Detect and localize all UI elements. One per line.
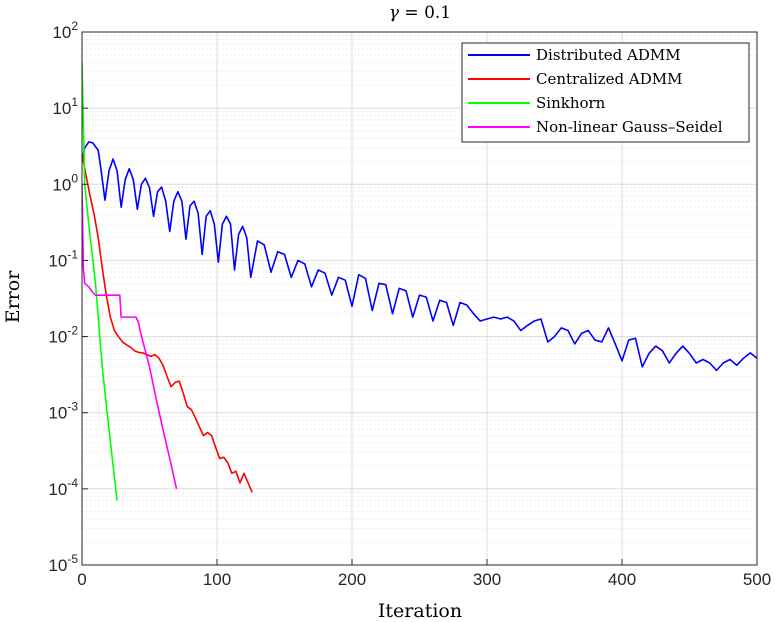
x-tick-label: 100 — [203, 570, 231, 589]
y-tick-label: 102 — [52, 19, 78, 42]
y-tick-label: 10-2 — [48, 324, 78, 347]
legend-label: Distributed ADMM — [536, 46, 681, 64]
x-axis-ticks: 0 100 200 300 400 500 — [77, 559, 771, 589]
y-tick-label: 10-5 — [48, 552, 78, 575]
legend-box — [461, 42, 750, 143]
y-tick-label: 101 — [52, 95, 78, 118]
x-tick-label: 0 — [77, 570, 86, 589]
x-tick-label: 200 — [338, 570, 366, 589]
chart-title: γ = 0.1 — [389, 3, 451, 23]
y-tick-label: 10-3 — [48, 400, 78, 423]
series-line-centralized-admm — [82, 153, 253, 493]
y-axis-ticks: 10-5 10-4 10-3 10-2 10-1 100 101 102 — [48, 19, 88, 575]
y-axis-label: Error — [2, 270, 24, 323]
series-line-non-linear-gauss-seidel — [82, 184, 178, 490]
x-tick-label: 300 — [473, 570, 501, 589]
x-tick-label: 500 — [743, 570, 771, 589]
x-axis-label: Iteration — [378, 600, 462, 622]
plot-frame — [81, 31, 758, 566]
legend: Distributed ADMM Centralized ADMM Sinkhorn… — [461, 42, 750, 143]
series-line-distributed-admm — [82, 141, 757, 372]
legend-label: Non-linear Gauss–Seidel — [536, 118, 723, 136]
legend-label: Sinkhorn — [536, 94, 606, 112]
y-tick-label: 10-4 — [48, 476, 78, 499]
x-tick-label: 400 — [608, 570, 636, 589]
minor-grid — [82, 35, 757, 543]
y-tick-label: 100 — [52, 171, 78, 194]
y-tick-label: 10-1 — [48, 247, 78, 270]
legend-label: Centralized ADMM — [536, 70, 682, 88]
